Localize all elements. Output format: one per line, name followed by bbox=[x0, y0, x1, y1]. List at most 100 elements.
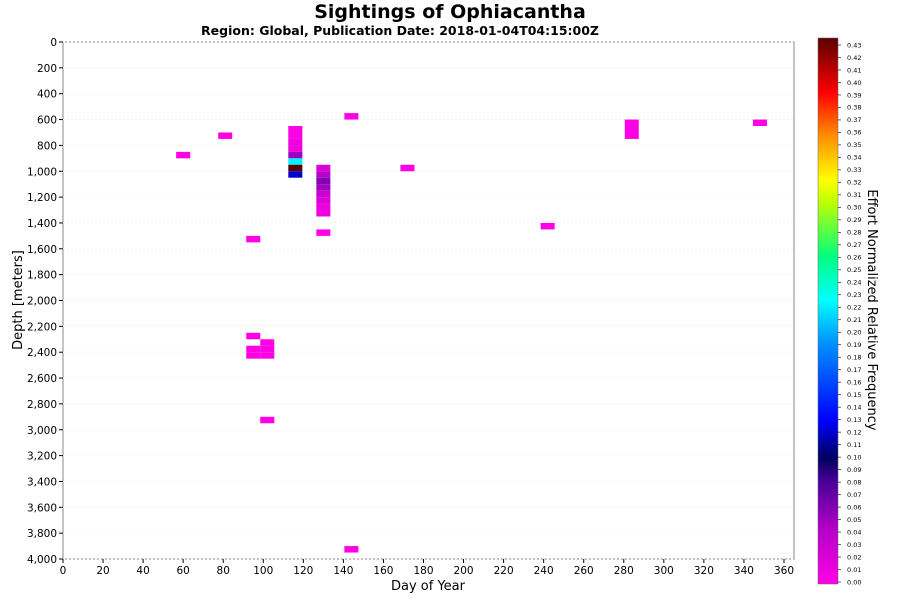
colorbar-tick-label: 0.31 bbox=[847, 191, 861, 199]
heatmap-cell bbox=[288, 138, 303, 146]
x-tick-label: 80 bbox=[217, 565, 230, 577]
x-axis-ticks: 0 20 40 60 80 100 120 140 160 180 200 220 240 260 280 3… bbox=[60, 559, 794, 577]
y-tick-label: 3,000 bbox=[27, 425, 57, 437]
y-tick-label: 3,800 bbox=[27, 528, 57, 540]
colorbar-tick-label: 0.02 bbox=[847, 553, 861, 561]
heatmap-cell bbox=[344, 113, 359, 120]
colorbar-tick-label: 0.06 bbox=[847, 503, 861, 511]
colorbar-tick-label: 0.37 bbox=[847, 116, 861, 124]
colorbar-tick-label: 0.28 bbox=[847, 229, 861, 237]
chart-title: Sightings of Ophiacantha bbox=[314, 1, 586, 23]
colorbar-tick-label: 0.39 bbox=[847, 91, 861, 99]
colorbar-label: Effort Normalized Relative Frequency bbox=[864, 189, 879, 431]
heatmap-cell bbox=[316, 229, 331, 236]
x-tick-label: 100 bbox=[253, 565, 273, 577]
colorbar-tick-label: 0.00 bbox=[847, 578, 861, 586]
heatmap-cell bbox=[260, 416, 275, 424]
y-tick-label: 1,400 bbox=[27, 218, 57, 230]
heatmap-cell bbox=[316, 203, 331, 211]
x-tick-label: 120 bbox=[293, 565, 313, 577]
colorbar-tick-label: 0.17 bbox=[847, 366, 861, 374]
heatmap-cell bbox=[246, 332, 261, 340]
heatmap-cell bbox=[400, 164, 415, 172]
heatmap-cell bbox=[316, 164, 331, 172]
colorbar bbox=[817, 37, 839, 585]
colorbar-tick-label: 0.14 bbox=[847, 403, 861, 411]
heatmap-cell bbox=[316, 190, 331, 198]
colorbar-tick-label: 0.27 bbox=[847, 241, 861, 249]
x-tick-label: 20 bbox=[96, 565, 109, 577]
x-tick-label: 260 bbox=[574, 565, 594, 577]
y-tick-label: 1,800 bbox=[27, 270, 57, 282]
colorbar-tick-label: 0.41 bbox=[847, 66, 861, 74]
colorbar-tick-label: 0.33 bbox=[847, 166, 861, 174]
heatmap-cell bbox=[260, 352, 275, 359]
x-tick-label: 300 bbox=[654, 565, 674, 577]
colorbar-tick-label: 0.16 bbox=[847, 378, 861, 386]
heatmap-cell bbox=[624, 119, 639, 127]
x-tick-label: 320 bbox=[694, 565, 714, 577]
heatmap-cell bbox=[288, 126, 303, 133]
heatmap-cell bbox=[288, 171, 303, 178]
colorbar-tick-label: 0.11 bbox=[847, 441, 861, 449]
heatmap-cell bbox=[288, 132, 303, 139]
colorbar-tick-label: 0.08 bbox=[847, 478, 861, 486]
colorbar-tick-label: 0.03 bbox=[847, 541, 861, 549]
colorbar-tick-label: 0.13 bbox=[847, 416, 861, 424]
y-tick-label: 200 bbox=[37, 63, 57, 75]
heatmap-cell bbox=[246, 352, 261, 359]
heatmap-cells bbox=[176, 113, 767, 553]
y-tick-label: 2,400 bbox=[27, 347, 57, 359]
colorbar-tick-label: 0.12 bbox=[847, 428, 861, 436]
colorbar-tick-label: 0.42 bbox=[847, 54, 861, 62]
x-tick-label: 40 bbox=[136, 565, 149, 577]
y-tick-label: 1,200 bbox=[27, 192, 57, 204]
colorbar-tick-label: 0.36 bbox=[847, 129, 861, 137]
colorbar-tick-label: 0.07 bbox=[847, 491, 861, 499]
y-tick-label: 3,400 bbox=[27, 476, 57, 488]
x-tick-label: 220 bbox=[494, 565, 514, 577]
colorbar-tick-label: 0.09 bbox=[847, 466, 861, 474]
y-axis-ticks: 0 200 400 600 800 1,000 1,200 1,400 1,600 1,800 2,… bbox=[27, 37, 63, 566]
colorbar-tick-label: 0.30 bbox=[847, 204, 861, 212]
heatmap-cell bbox=[288, 158, 303, 165]
heatmap-cell bbox=[218, 132, 233, 139]
heatmap-cell bbox=[344, 546, 359, 553]
colorbar-tick-label: 0.19 bbox=[847, 341, 861, 349]
y-tick-label: 600 bbox=[37, 115, 57, 127]
x-tick-label: 240 bbox=[534, 565, 554, 577]
colorbar-tick-label: 0.24 bbox=[847, 279, 861, 287]
colorbar-tick-label: 0.40 bbox=[847, 79, 861, 87]
heatmap-cell bbox=[624, 132, 639, 139]
chart-subtitle: Region: Global, Publication Date: 2018-0… bbox=[201, 23, 599, 38]
colorbar-tick-label: 0.15 bbox=[847, 391, 861, 399]
heatmap-cell bbox=[288, 151, 303, 159]
y-tick-label: 400 bbox=[37, 89, 57, 101]
y-tick-label: 1,600 bbox=[27, 244, 57, 256]
colorbar-tick-label: 0.22 bbox=[847, 304, 861, 312]
y-tick-label: 2,000 bbox=[27, 296, 57, 308]
colorbar-tick-label: 0.10 bbox=[847, 453, 861, 461]
y-axis-label: Depth [meters] bbox=[11, 250, 26, 350]
colorbar-tick-label: 0.35 bbox=[847, 141, 861, 149]
x-tick-label: 280 bbox=[614, 565, 634, 577]
colorbar-tick-label: 0.04 bbox=[847, 528, 861, 536]
y-tick-label: 1,000 bbox=[27, 166, 57, 178]
colorbar-tick-label: 0.32 bbox=[847, 179, 861, 187]
colorbar-tick-label: 0.05 bbox=[847, 516, 861, 524]
y-tick-label: 3,200 bbox=[27, 451, 57, 463]
x-tick-label: 160 bbox=[373, 565, 393, 577]
colorbar-tick-label: 0.18 bbox=[847, 354, 861, 362]
x-axis-label: Day of Year bbox=[391, 579, 466, 594]
heatmap-cell bbox=[624, 126, 639, 133]
x-tick-label: 200 bbox=[454, 565, 474, 577]
heatmap-cell bbox=[752, 119, 767, 127]
x-tick-label: 0 bbox=[60, 565, 67, 577]
y-tick-label: 2,200 bbox=[27, 321, 57, 333]
x-tick-label: 180 bbox=[413, 565, 433, 577]
heatmap-cell bbox=[176, 151, 191, 159]
y-tick-label: 2,800 bbox=[27, 399, 57, 411]
colorbar-tick-label: 0.38 bbox=[847, 104, 861, 112]
heatmap-cell bbox=[316, 210, 331, 217]
colorbar-tick-label: 0.25 bbox=[847, 266, 861, 274]
